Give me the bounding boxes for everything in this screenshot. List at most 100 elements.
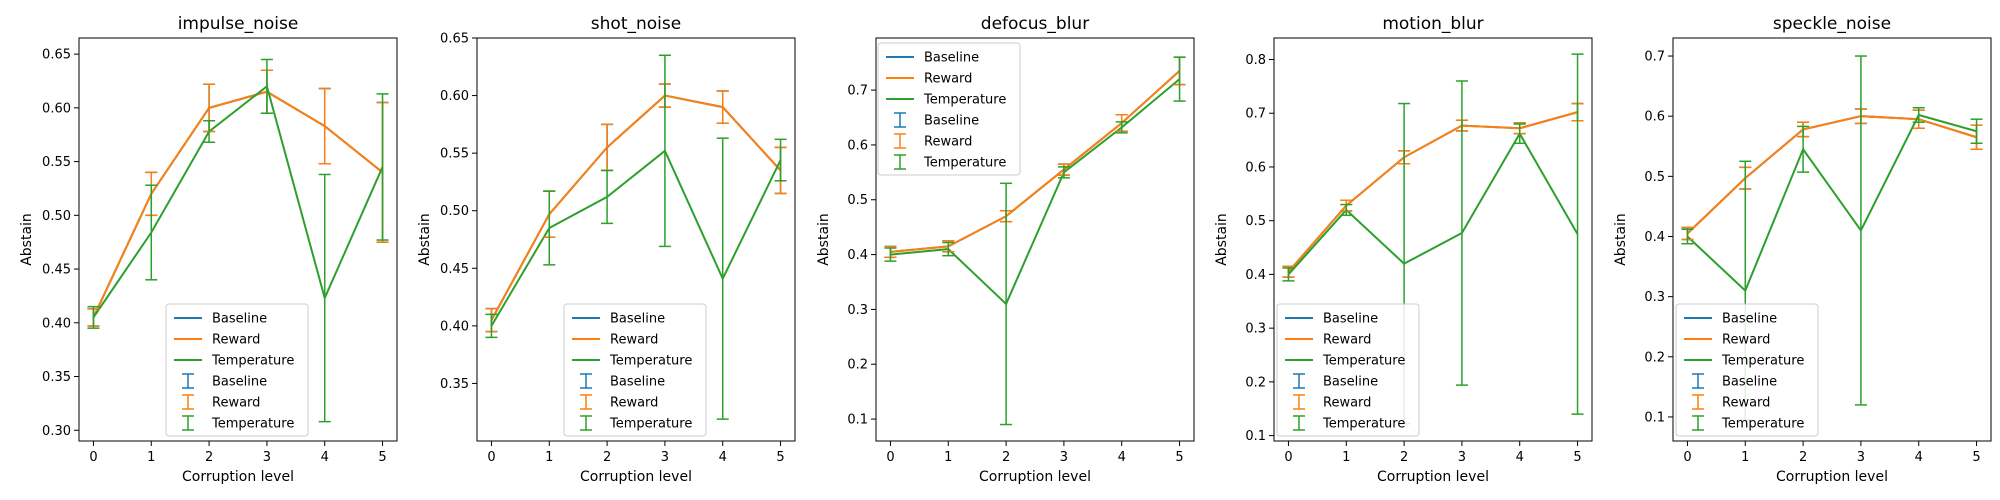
errorbar-temperature [774,138,787,182]
legend-label: Baseline [1722,375,1777,390]
y-tick-label: 0.7 [1245,107,1266,122]
legend-item-reward: Reward [1684,333,1770,348]
legend-item-reward: Reward [1293,394,1371,411]
x-tick-label: 2 [603,450,611,465]
errorbar-reward [716,90,729,124]
x-tick-label: 5 [1573,450,1581,465]
legend-label: Baseline [1722,312,1777,327]
x-tick-label: 3 [1060,450,1068,465]
legend-item-temperature: Temperature [1684,354,1804,369]
legend-label: Baseline [610,375,665,390]
x-tick-label: 3 [1857,450,1865,465]
y-tick-label: 0.6 [1245,160,1266,175]
legend-item-temperature: Temperature [1293,415,1405,432]
x-tick-label: 4 [1915,450,1923,465]
axes-frame [1273,37,1593,442]
legend-label: Baseline [610,312,665,327]
y-tick-label: 0.60 [440,89,469,104]
errorbar-temperature [1912,107,1925,123]
subplot-impulse_noise: impulse_noise 0 1 2 3 4 5 0.30 0.35 0.40 0.45 0.50 0… [19,14,398,485]
y-tick-label: 0.7 [847,84,868,99]
errorbar-temperature [87,305,100,329]
y-tick-label: 0.8 [1245,53,1266,68]
legend-item-reward: Reward [1692,394,1770,411]
y-tick-label: 0.50 [440,204,469,219]
errorbar-temperature [203,119,216,143]
series-line-baseline [1686,115,1977,235]
legend-item-temperature: Temperature [572,354,692,369]
legend-item-reward: Reward [572,333,658,348]
errorbar-reward [318,87,331,165]
legend-label: Reward [1323,396,1371,411]
errorbar-temperature [1173,56,1186,102]
legend-item-reward: Reward [886,72,972,87]
series-line-temperature [92,84,384,318]
legend-label: Temperature [1721,354,1804,369]
x-tick-label: 0 [1683,450,1691,465]
chart-title: shot_noise [591,14,681,34]
series-line-temperature [490,149,782,327]
legend-item-baseline: Baseline [572,312,665,327]
x-tick-label: 3 [1458,450,1466,465]
x-tick-label: 1 [1342,450,1350,465]
legend-label: Temperature [1721,417,1804,432]
legend: Baseline Reward Temperature Baseline Reward T… [1276,303,1420,437]
legend: Baseline Reward Temperature Baseline Reward T… [165,303,309,437]
y-tick-label: 0.3 [1245,322,1266,337]
legend-label: Reward [1722,396,1770,411]
legend-item-baseline: Baseline [1692,373,1777,390]
y-tick-label: 0.45 [440,262,469,277]
x-tick-label: 5 [776,450,784,465]
y-tick-label: 0.55 [440,147,469,162]
y-tick-label: 0.65 [440,32,469,47]
errorbar-temperature [318,173,331,423]
axes-frame [476,37,796,442]
chart-title: impulse_noise [178,14,299,34]
series-line-reward [92,90,384,318]
x-tick-label: 2 [1002,450,1010,465]
legend-item-reward: Reward [580,394,658,411]
legend-label: Temperature [609,417,692,432]
x-tick-label: 3 [263,450,271,465]
legend-item-baseline: Baseline [894,112,979,129]
x-tick-label: 4 [321,450,329,465]
errorbar-temperature [601,169,614,225]
y-tick-label: 0.45 [42,263,71,278]
x-tick-label: 5 [378,450,386,465]
chart-title: speckle_noise [1773,14,1891,34]
x-tick-label: 4 [719,450,727,465]
legend-label: Temperature [1322,417,1405,432]
x-tick-label: 2 [1400,450,1408,465]
y-tick-label: 0.2 [1245,375,1266,390]
legend-label: Baseline [924,114,979,129]
errorbar-temperature [884,247,897,262]
legend-label: Reward [924,135,972,150]
x-axis-label: Corruption level [182,469,294,485]
legend-item-temperature: Temperature [886,93,1006,108]
legend-item-reward: Reward [182,394,260,411]
errorbar-temperature [1340,203,1353,217]
series-line-baseline [92,90,384,318]
x-tick-label: 3 [661,450,669,465]
x-tick-label: 0 [886,450,894,465]
legend-label: Reward [924,72,972,87]
legend-item-baseline: Baseline [1293,373,1378,390]
legend-item-temperature: Temperature [894,154,1006,171]
x-axis-label: Corruption level [1377,469,1489,485]
legend-item-temperature: Temperature [182,415,294,432]
errorbar-temperature [1000,182,1013,426]
legend-item-reward: Reward [894,133,972,150]
legend-label: Reward [212,333,260,348]
legend-label: Reward [1722,333,1770,348]
legend-label: Baseline [924,51,979,66]
y-tick-label: 0.1 [1644,410,1665,425]
legend-label: Reward [212,396,260,411]
axes-frame [78,37,398,442]
series-line-reward [1287,111,1578,273]
x-tick-label: 4 [1516,450,1524,465]
legend-label: Baseline [1323,375,1378,390]
legend-label: Temperature [1322,354,1405,369]
y-axis-label: Abstain [816,213,832,266]
series-line-reward [890,70,1181,253]
errorbar-temperature [1282,267,1295,282]
